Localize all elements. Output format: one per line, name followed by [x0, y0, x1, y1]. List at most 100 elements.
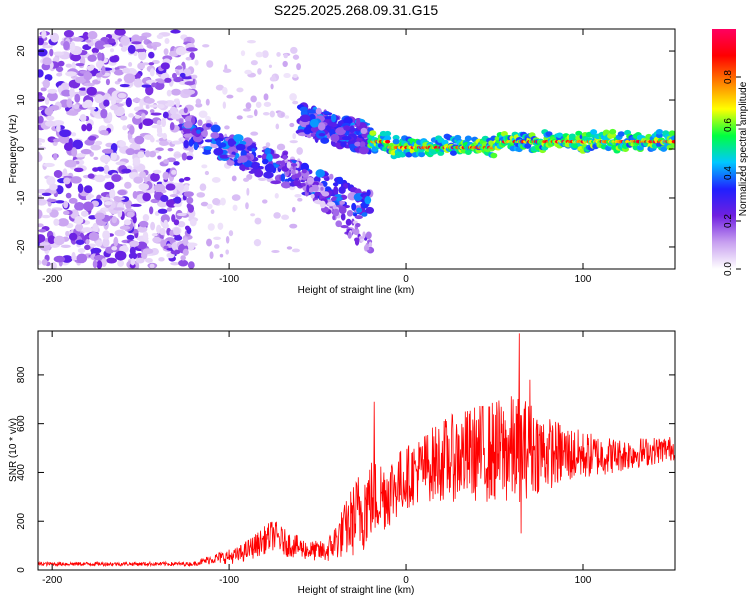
spectrogram-cell — [87, 54, 97, 62]
colorbar-ticks: 0.0 0.2 0.4 0.6 0.8 — [723, 70, 741, 276]
spectrogram-cell — [158, 257, 165, 262]
spectrogram-cell — [92, 222, 99, 233]
spectrogram-cell — [61, 89, 72, 97]
x-tick-label: -200 — [42, 575, 62, 586]
spectrogram-cell — [95, 239, 103, 247]
spectrogram-cell — [157, 155, 162, 160]
spectrogram-cell — [130, 258, 136, 266]
spectrogram-cell — [57, 60, 65, 67]
spectrogram-cell — [86, 65, 95, 71]
spectrogram-cell — [160, 194, 169, 203]
spectrogram-cell — [275, 123, 280, 130]
spectrogram-cell — [354, 141, 361, 147]
spectrogram-cell — [266, 153, 273, 162]
spectrogram-cell — [130, 203, 142, 207]
spectrogram-cell — [44, 120, 56, 127]
snr-y-label: SNR (10 * v/v) — [8, 418, 19, 482]
spectrogram-cell — [311, 184, 319, 192]
spectrogram-cell — [171, 242, 177, 251]
spectrogram-cell — [171, 169, 177, 175]
spectrogram-cell — [60, 244, 71, 249]
spectrogram-cell — [162, 132, 167, 140]
spectrogram-cell — [72, 37, 84, 42]
spectrogram-cell — [156, 34, 164, 40]
spectrogram-cell — [70, 176, 82, 184]
spectrogram-cell — [142, 231, 149, 240]
spectrogram-cell — [122, 125, 128, 131]
spectrogram-cell — [194, 59, 199, 66]
spectrogram-cell — [99, 154, 111, 164]
spectrogram-cell — [617, 131, 625, 137]
spectrogram-cell — [292, 54, 300, 60]
spectrogram-cell — [156, 119, 162, 126]
spectrogram-cell — [338, 206, 347, 214]
spectrogram-cell — [139, 220, 149, 228]
spectrogram-cell — [68, 232, 78, 241]
spectrogram-cell — [38, 142, 42, 146]
spectrogram-cell — [310, 193, 315, 199]
spectrogram-cell — [245, 202, 249, 210]
spectrogram-cell — [59, 129, 71, 138]
spectrogram-cell — [38, 95, 46, 103]
spectrogram-cell — [392, 134, 400, 141]
spectrogram-cell — [110, 151, 118, 161]
spectrogram-cell — [120, 46, 128, 52]
spectrogram-cell — [296, 147, 303, 155]
x-tick-label: -100 — [219, 575, 239, 586]
spectrogram-cell — [332, 182, 339, 187]
spectrogram-cell — [126, 211, 135, 218]
spectrogram-cell — [655, 128, 663, 135]
spectrogram-cell — [145, 97, 155, 104]
spectrogram-cell — [173, 227, 180, 236]
spectrogram-cell — [365, 246, 370, 251]
spectrogram-cell — [224, 125, 230, 130]
spectrogram-cell — [74, 201, 85, 211]
spectrogram-cell — [335, 127, 346, 136]
spectrogram-cell — [318, 133, 326, 137]
spectrogram-cell — [171, 140, 183, 145]
spectrogram-cell — [137, 151, 145, 159]
spectrogram-cell — [183, 176, 191, 181]
spectrogram-cell — [86, 86, 97, 96]
spectrogram-cell — [190, 84, 197, 90]
spectrogram-cell — [163, 48, 169, 56]
spectrogram-cell — [94, 94, 104, 104]
spectrogram-cell — [65, 63, 72, 68]
colorbar-tick-label: 0.2 — [723, 214, 734, 228]
spectrogram-cell — [114, 229, 126, 237]
spectrogram-cell — [163, 219, 169, 228]
spectrogram-cell — [233, 134, 244, 142]
spectrogram-cell — [258, 177, 267, 181]
spectrogram-x-label: Height of straight line (km) — [298, 285, 415, 296]
spectrogram-cell — [179, 118, 184, 125]
spectrogram-cell — [137, 225, 148, 233]
spectrogram-cell — [63, 30, 75, 38]
spectrogram-cell — [347, 231, 352, 239]
spectrogram-cell — [127, 44, 136, 54]
spectrogram-cell — [250, 213, 256, 217]
spectrogram-cell — [83, 71, 93, 81]
spectrogram-cell — [57, 218, 69, 227]
spectrogram-cell — [151, 124, 162, 129]
spectrogram-cell — [99, 129, 109, 136]
spectrogram-cell — [289, 223, 298, 229]
spectrogram-cell — [111, 174, 122, 182]
spectrogram-cell — [245, 102, 252, 110]
spectrogram-cell — [240, 50, 246, 57]
spectrogram-cell — [315, 107, 322, 115]
spectrogram-cell — [47, 88, 58, 94]
spectrogram-cell — [172, 72, 178, 79]
spectrogram-cell — [83, 185, 93, 194]
spectrogram-cell — [113, 69, 124, 76]
spectrogram-cell — [311, 181, 320, 186]
spectrogram-cell — [343, 125, 351, 131]
spectrogram-cell — [95, 72, 103, 78]
spectrogram-cell — [38, 152, 41, 162]
spectrogram-cell — [265, 142, 271, 148]
spectrogram-cell — [384, 135, 392, 141]
spectrogram-cell — [237, 155, 248, 163]
spectrogram-cell — [85, 39, 92, 43]
spectrogram-cell — [144, 150, 151, 158]
x-tick-label: 0 — [403, 575, 409, 586]
spectrogram-cell — [104, 201, 113, 206]
